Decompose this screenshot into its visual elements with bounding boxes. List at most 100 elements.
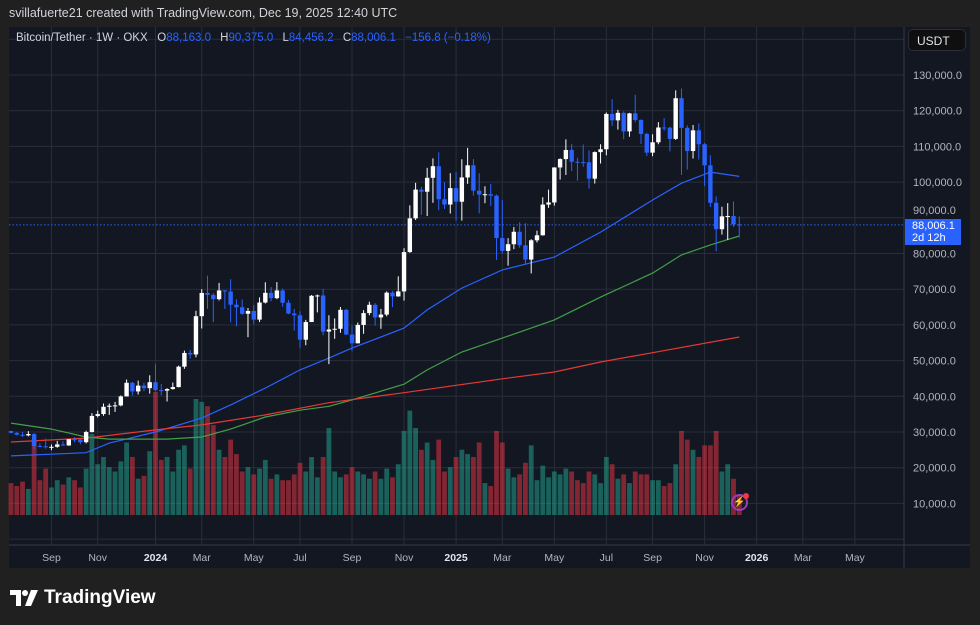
candle-body bbox=[609, 113, 615, 121]
candle-body bbox=[621, 112, 626, 132]
candle bbox=[696, 123, 702, 160]
volume-bar bbox=[332, 471, 338, 515]
candle bbox=[384, 291, 389, 317]
x-tick-label: Nov bbox=[695, 552, 714, 564]
volume-bar bbox=[609, 464, 615, 515]
candle bbox=[378, 308, 384, 329]
currency-button[interactable]: USDT bbox=[908, 29, 966, 51]
candle-body bbox=[176, 366, 181, 388]
candle bbox=[615, 109, 621, 130]
candle-body bbox=[702, 144, 707, 166]
volume-bar bbox=[66, 477, 72, 515]
candle-body bbox=[344, 309, 349, 335]
volume-bar bbox=[488, 486, 494, 515]
volume-bar bbox=[551, 471, 557, 515]
candle-body bbox=[534, 235, 540, 241]
candle-body bbox=[268, 292, 274, 299]
candle-body bbox=[563, 149, 569, 160]
candle bbox=[228, 279, 233, 323]
candle-body bbox=[153, 382, 158, 391]
volume-bar bbox=[205, 406, 210, 515]
volume-bar bbox=[390, 477, 395, 515]
candle bbox=[523, 223, 528, 265]
volume-bar bbox=[129, 457, 135, 515]
volume-bar bbox=[14, 486, 20, 515]
volume-bar bbox=[459, 449, 465, 515]
candle bbox=[216, 282, 222, 301]
x-tick-label: Sep bbox=[42, 552, 61, 564]
y-tick-label: 80,000.0 bbox=[913, 249, 956, 261]
volume-bar bbox=[101, 457, 106, 515]
candle-body bbox=[31, 434, 37, 446]
candle-body bbox=[656, 127, 661, 143]
volume-bar bbox=[418, 449, 424, 515]
volume-bar bbox=[540, 465, 546, 515]
volume-bar bbox=[95, 464, 101, 515]
volume-bar bbox=[719, 471, 725, 515]
candle bbox=[124, 379, 129, 397]
y-tick-label: 70,000.0 bbox=[913, 284, 956, 296]
candle-body bbox=[240, 307, 245, 314]
candle bbox=[286, 299, 291, 315]
candle-body bbox=[713, 202, 719, 230]
volume-bar bbox=[314, 477, 320, 515]
volume-bar bbox=[320, 457, 326, 515]
volume-bar bbox=[563, 468, 569, 515]
x-tick-label: 2024 bbox=[144, 552, 168, 564]
volume-bar bbox=[135, 478, 141, 515]
tradingview-logo[interactable]: TradingView bbox=[10, 587, 156, 609]
candle-body bbox=[372, 304, 378, 318]
candle bbox=[650, 134, 655, 157]
candle-body bbox=[141, 385, 147, 389]
volume-bar bbox=[43, 468, 49, 515]
candle-body bbox=[540, 204, 545, 236]
candle bbox=[372, 303, 378, 326]
candle-body bbox=[182, 352, 187, 367]
y-tick-label: 10,000.0 bbox=[913, 498, 956, 510]
candle bbox=[557, 158, 563, 180]
volume-bar bbox=[25, 488, 31, 515]
candle-body bbox=[384, 292, 389, 315]
candle-body bbox=[361, 313, 366, 325]
y-tick-label: 90,000.0 bbox=[913, 205, 956, 217]
volume-bar bbox=[54, 480, 60, 515]
symbol-legend[interactable]: Bitcoin/Tether · 1W · OKX O88,163.0 H90,… bbox=[16, 32, 497, 44]
volume-bar bbox=[453, 457, 459, 515]
candle-body bbox=[338, 309, 343, 329]
candle bbox=[159, 383, 164, 396]
candle bbox=[713, 196, 719, 252]
candle-body bbox=[332, 328, 337, 330]
volume-bar bbox=[112, 471, 118, 515]
candle-body bbox=[442, 199, 447, 205]
candle bbox=[43, 438, 48, 449]
volume-bar bbox=[632, 471, 638, 515]
volume-bar bbox=[679, 430, 684, 515]
candle-body bbox=[20, 434, 25, 436]
candle bbox=[731, 201, 736, 227]
candle bbox=[130, 382, 135, 396]
candle bbox=[268, 287, 274, 302]
volume-bar bbox=[89, 433, 95, 515]
candle bbox=[592, 151, 597, 184]
candle bbox=[170, 382, 176, 390]
candle-body bbox=[251, 310, 256, 320]
moving-averages bbox=[9, 171, 904, 457]
candle-body bbox=[546, 202, 551, 205]
y-tick-label: 20,000.0 bbox=[913, 463, 956, 475]
volume-bar bbox=[37, 480, 43, 515]
volume-bar bbox=[627, 483, 632, 515]
candle-body bbox=[731, 216, 736, 225]
lightning-icon[interactable]: ⚡ bbox=[731, 493, 749, 511]
volume-bar bbox=[650, 480, 655, 515]
candle bbox=[292, 308, 297, 331]
candle-body bbox=[552, 167, 557, 203]
volume-bar bbox=[702, 445, 707, 515]
candle-body bbox=[453, 188, 459, 202]
candle-body bbox=[598, 149, 603, 153]
candle-body bbox=[737, 224, 742, 226]
candle bbox=[476, 173, 482, 214]
candle bbox=[667, 126, 673, 152]
candle bbox=[147, 375, 152, 394]
candle bbox=[37, 443, 43, 448]
